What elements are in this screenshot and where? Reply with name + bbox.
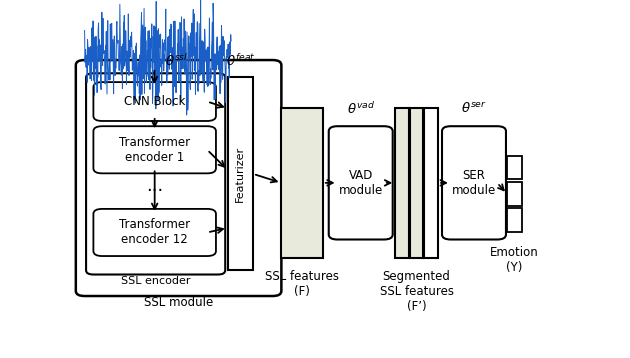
- FancyBboxPatch shape: [227, 77, 253, 270]
- FancyBboxPatch shape: [93, 126, 216, 173]
- FancyBboxPatch shape: [86, 73, 226, 275]
- Text: Featurizer: Featurizer: [236, 146, 245, 202]
- FancyBboxPatch shape: [442, 126, 506, 240]
- Text: $\theta^{ser}$: $\theta^{ser}$: [461, 102, 487, 116]
- FancyBboxPatch shape: [410, 108, 423, 258]
- Text: SSL encoder: SSL encoder: [121, 276, 191, 286]
- FancyBboxPatch shape: [425, 108, 438, 258]
- Text: $\theta^{feat}$: $\theta^{feat}$: [226, 53, 255, 69]
- FancyBboxPatch shape: [282, 108, 323, 258]
- FancyBboxPatch shape: [507, 156, 522, 179]
- FancyBboxPatch shape: [507, 182, 522, 205]
- Text: ···: ···: [146, 182, 163, 200]
- Text: Emotion
(Y): Emotion (Y): [490, 246, 539, 274]
- Text: Transformer
encoder 1: Transformer encoder 1: [119, 136, 190, 164]
- Text: $\theta^{vad}$: $\theta^{vad}$: [347, 101, 375, 117]
- Text: Segmented
SSL features
(F’): Segmented SSL features (F’): [380, 270, 454, 313]
- FancyBboxPatch shape: [395, 108, 409, 258]
- FancyBboxPatch shape: [76, 60, 282, 296]
- FancyBboxPatch shape: [93, 209, 216, 256]
- Text: CNN Block: CNN Block: [124, 95, 185, 108]
- Text: Transformer
encoder 12: Transformer encoder 12: [119, 218, 190, 246]
- Text: $\theta^{ssl}$: $\theta^{ssl}$: [165, 53, 188, 69]
- FancyBboxPatch shape: [93, 82, 216, 121]
- Text: SSL features
(F): SSL features (F): [265, 270, 340, 298]
- Text: SSL module: SSL module: [144, 296, 213, 309]
- FancyBboxPatch shape: [329, 126, 392, 240]
- Text: SER
module: SER module: [452, 169, 496, 197]
- FancyBboxPatch shape: [507, 208, 522, 232]
- Text: VAD
module: VAD module: [339, 169, 383, 197]
